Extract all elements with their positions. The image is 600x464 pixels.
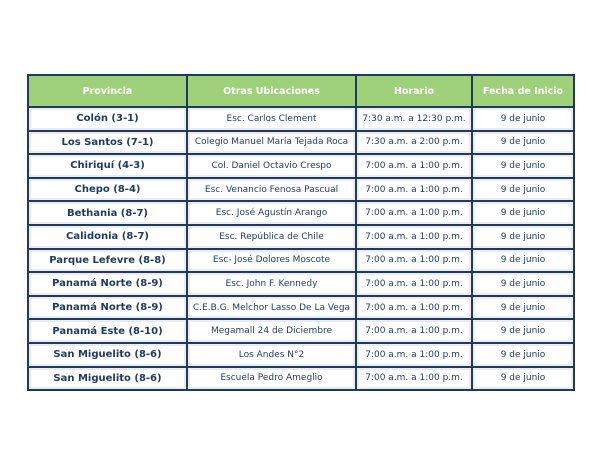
table-cell: Los Andes N°2 bbox=[186, 341, 357, 368]
table-cell: Esc. José Agustín Arango bbox=[186, 200, 357, 226]
table-cell: 7:00 a.m. a 1:00 p.m. bbox=[355, 365, 473, 392]
table-cell: Col. Daniel Octavio Crespo bbox=[186, 153, 357, 179]
table-cell: C.E.B.G. Melchor Lasso De La Vega bbox=[186, 294, 357, 321]
table-row: Panamá Este (8-10) Megamall 24 de Diciemb… bbox=[27, 318, 575, 344]
table-cell: 9 de junio bbox=[471, 341, 575, 368]
table-cell: 7:00 a.m. a 1:00 p.m. bbox=[355, 176, 473, 203]
column-header: Fecha de Inicio bbox=[471, 74, 575, 108]
table-cell: Calidonia (8-7) bbox=[27, 223, 188, 250]
table-row: San Miguelito (8-6) Escuela Pedro Ameglio… bbox=[27, 365, 575, 392]
table-cell: 9 de junio bbox=[471, 129, 575, 156]
table-row: Calidonia (8-7) Esc. República de Chile 7:… bbox=[27, 223, 575, 250]
table-cell: San Miguelito (8-6) bbox=[27, 341, 188, 368]
table-cell: 7:00 a.m. a 1:00 p.m. bbox=[355, 318, 473, 344]
table-cell: 9 de junio bbox=[471, 223, 575, 250]
table-cell: Esc. República de Chile bbox=[186, 223, 357, 250]
table-cell: Chiriquí (4-3) bbox=[27, 153, 188, 179]
table-row: Bethania (8-7) Esc. José Agustín Arango 7:… bbox=[27, 200, 575, 226]
table-cell: 7:00 a.m. a 1:00 p.m. bbox=[355, 294, 473, 321]
table-cell: Esc. Carlos Clement bbox=[186, 106, 357, 132]
schedule-table: Provincia Otras Ubicaciones Horario Fecha d… bbox=[27, 74, 575, 392]
table-cell: Panamá Norte (8-9) bbox=[27, 294, 188, 321]
table-cell: 9 de junio bbox=[471, 294, 575, 321]
table-row: Chepo (8-4) Esc. Venancio Fenosa Pascual 7… bbox=[27, 176, 575, 203]
table-cell: 7:30 a.m. a 2:00 p.m. bbox=[355, 129, 473, 156]
table-row: Los Santos (7-1) Colegio Manuel María Tej… bbox=[27, 129, 575, 156]
table-body: Colón (3-1) Esc. Carlos Clement 7:30 a.m. … bbox=[27, 106, 575, 392]
table-cell: 9 de junio bbox=[471, 176, 575, 203]
table-cell: Esc. John F. Kennedy bbox=[186, 271, 357, 297]
table-cell: 7:00 a.m. a 1:00 p.m. bbox=[355, 200, 473, 226]
table-cell: 7:00 a.m. a 1:00 p.m. bbox=[355, 153, 473, 179]
table-cell: 9 de junio bbox=[471, 365, 575, 392]
column-header: Horario bbox=[355, 74, 473, 108]
table-cell: Bethania (8-7) bbox=[27, 200, 188, 226]
table-cell: 9 de junio bbox=[471, 153, 575, 179]
table-cell: Colegio Manuel María Tejada Roca bbox=[186, 129, 357, 156]
table-cell: Megamall 24 de Diciembre bbox=[186, 318, 357, 344]
table-cell: Parque Lefevre (8-8) bbox=[27, 247, 188, 274]
table-cell: Escuela Pedro Ameglio bbox=[186, 365, 357, 392]
table-row: Colón (3-1) Esc. Carlos Clement 7:30 a.m. … bbox=[27, 106, 575, 132]
table-cell: 7:00 a.m. a 1:00 p.m. bbox=[355, 247, 473, 274]
table-row: Chiriquí (4-3) Col. Daniel Octavio Crespo… bbox=[27, 153, 575, 179]
table-cell: Panamá Norte (8-9) bbox=[27, 271, 188, 297]
table-cell: Esc- José Dolores Moscote bbox=[186, 247, 357, 274]
table-row: San Miguelito (8-6) Los Andes N°2 7:00 a.m… bbox=[27, 341, 575, 368]
column-header: Otras Ubicaciones bbox=[186, 74, 357, 108]
table-cell: 7:00 a.m. a 1:00 p.m. bbox=[355, 341, 473, 368]
table-cell: 7:00 a.m. a 1:00 p.m. bbox=[355, 271, 473, 297]
table-cell: 9 de junio bbox=[471, 318, 575, 344]
table-cell: Los Santos (7-1) bbox=[27, 129, 188, 156]
table-cell: 7:00 a.m. a 1:00 p.m. bbox=[355, 223, 473, 250]
table-cell: Colón (3-1) bbox=[27, 106, 188, 132]
table-row: Panamá Norte (8-9) C.E.B.G. Melchor Lasso… bbox=[27, 294, 575, 321]
table-row: Panamá Norte (8-9) Esc. John F. Kennedy 7:… bbox=[27, 271, 575, 297]
table-cell: Chepo (8-4) bbox=[27, 176, 188, 203]
table-cell: Esc. Venancio Fenosa Pascual bbox=[186, 176, 357, 203]
table-cell: 9 de junio bbox=[471, 247, 575, 274]
column-header: Provincia bbox=[27, 74, 188, 108]
header-row: Provincia Otras Ubicaciones Horario Fecha d… bbox=[27, 74, 575, 108]
table-cell: 9 de junio bbox=[471, 271, 575, 297]
table-cell: 9 de junio bbox=[471, 106, 575, 132]
table-cell: Panamá Este (8-10) bbox=[27, 318, 188, 344]
table-cell: 9 de junio bbox=[471, 200, 575, 226]
table-row: Parque Lefevre (8-8) Esc- José Dolores Mo… bbox=[27, 247, 575, 274]
table-cell: San Miguelito (8-6) bbox=[27, 365, 188, 392]
table-cell: 7:30 a.m. a 12:30 p.m. bbox=[355, 106, 473, 132]
